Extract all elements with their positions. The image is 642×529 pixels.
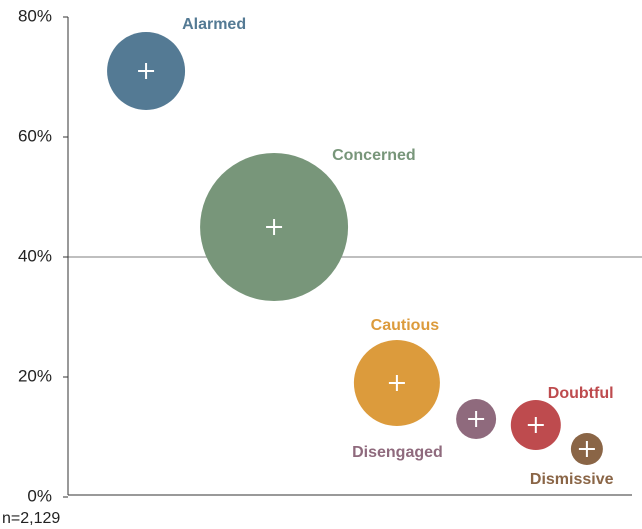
center-cross bbox=[468, 411, 485, 427]
y-tick-label: 40% bbox=[18, 246, 52, 265]
y-tick-label: 20% bbox=[18, 366, 52, 385]
y-tick-label: 60% bbox=[18, 126, 52, 145]
bubble-label: Disengaged bbox=[352, 444, 443, 461]
y-tick-label: 80% bbox=[18, 6, 52, 25]
bubble-label: Cautious bbox=[371, 317, 440, 334]
center-cross bbox=[388, 375, 405, 391]
sample-note: n=2,129 bbox=[2, 510, 60, 527]
bubble-label: Alarmed bbox=[182, 16, 246, 33]
bubble-label: Doubtful bbox=[548, 385, 614, 402]
bubble-label: Dismissive bbox=[530, 471, 614, 488]
center-cross bbox=[266, 219, 283, 235]
center-cross bbox=[138, 63, 155, 79]
y-tick-label: 0% bbox=[27, 486, 52, 505]
center-cross bbox=[578, 441, 595, 457]
center-cross bbox=[527, 417, 544, 433]
bubble-label: Concerned bbox=[332, 147, 416, 164]
